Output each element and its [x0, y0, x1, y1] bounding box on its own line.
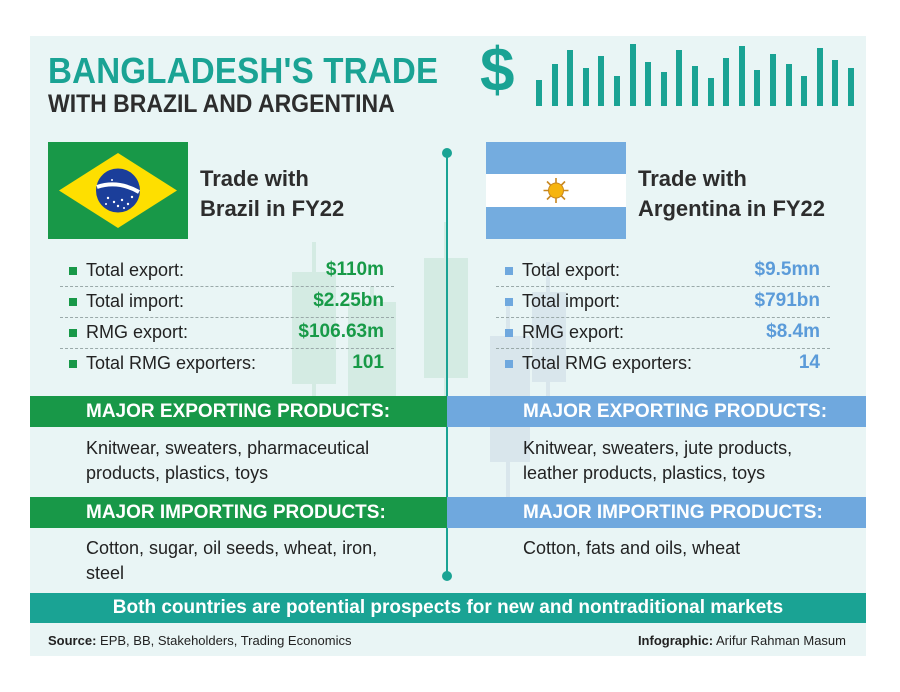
decorative-bar: [816, 48, 823, 106]
stat-value: $110m: [325, 259, 384, 280]
divider-dot-bottom: [442, 571, 452, 581]
decorative-bar: [645, 62, 652, 106]
bottom-banner: Both countries are potential prospects f…: [30, 593, 866, 623]
square-bullet-icon: [69, 298, 77, 306]
stat-row: Total RMG exporters: 14: [496, 349, 830, 379]
stat-label: RMG export:: [86, 322, 189, 342]
decorative-bar: [801, 76, 808, 106]
square-bullet-icon: [505, 329, 513, 337]
argentina-importing-heading: MAJOR IMPORTING PRODUCTS:: [523, 502, 823, 523]
stat-row: Total import: $2.25bn: [60, 287, 394, 318]
stat-row: Total RMG exporters: 101: [60, 349, 394, 379]
decorative-bar: [567, 50, 574, 106]
divider-dot-top: [442, 148, 452, 158]
credit-text: Arifur Rahman Masum: [715, 633, 846, 648]
brazil-exporting-heading: MAJOR EXPORTING PRODUCTS:: [86, 401, 391, 422]
square-bullet-icon: [505, 298, 513, 306]
stat-label: Total export:: [522, 260, 621, 280]
square-bullet-icon: [69, 267, 77, 275]
brazil-heading: Trade with Brazil in FY22: [200, 164, 344, 224]
stat-label: RMG export:: [522, 322, 625, 342]
infographic-panel: BANGLADESH'S TRADE WITH BRAZIL AND ARGEN…: [30, 36, 866, 656]
stat-value: $9.5mn: [754, 259, 820, 280]
decorative-bar: [785, 64, 792, 106]
brazil-importing-band: MAJOR IMPORTING PRODUCTS:: [30, 497, 447, 528]
brazil-importing-text: Cotton, sugar, oil seeds, wheat, iron, s…: [86, 538, 378, 583]
argentina-exporting-text: Knitwear, sweaters, jute products, leath…: [523, 438, 793, 483]
center-divider: [446, 152, 448, 578]
stat-row: RMG export: $8.4m: [496, 318, 830, 349]
decorative-bar: [832, 60, 839, 106]
stat-row: RMG export: $106.63m: [60, 318, 394, 349]
stat-value: $8.4m: [766, 321, 820, 342]
square-bullet-icon: [505, 267, 513, 275]
decorative-bar: [754, 70, 761, 106]
decorative-bar: [707, 78, 714, 106]
background-candle: [348, 302, 396, 400]
source-text: EPB, BB, Stakeholders, Trading Economics: [100, 633, 352, 648]
brazil-heading-line1: Trade with: [200, 166, 309, 191]
argentina-exporting-heading: MAJOR EXPORTING PRODUCTS:: [523, 401, 828, 422]
decorative-bar: [848, 68, 854, 106]
decorative-bar: [692, 66, 698, 106]
stat-value: $106.63m: [298, 321, 384, 342]
brazil-importing-heading: MAJOR IMPORTING PRODUCTS:: [86, 502, 386, 523]
brazil-flag-icon: [59, 153, 177, 228]
argentina-exporting-band: MAJOR EXPORTING PRODUCTS:: [447, 396, 866, 427]
decorative-bar: [598, 56, 605, 106]
stat-row: Total export: $9.5mn: [496, 256, 830, 287]
argentina-heading: Trade with Argentina in FY22: [638, 164, 825, 224]
stat-label: Total import:: [86, 291, 185, 311]
stat-label: Total RMG exporters:: [86, 353, 257, 373]
argentina-heading-line2: Argentina in FY22: [638, 196, 826, 221]
square-bullet-icon: [69, 329, 77, 337]
decorative-bar: [770, 54, 776, 106]
decorative-bar: [614, 76, 620, 106]
brazil-flag: [48, 142, 188, 239]
stat-value: 101: [352, 352, 384, 373]
argentina-flag-icon: [486, 142, 626, 239]
square-bullet-icon: [505, 360, 513, 368]
decorative-bar: [536, 80, 542, 106]
stat-label: Total export:: [86, 260, 185, 280]
argentina-heading-line1: Trade with: [638, 166, 747, 191]
source-label: Source:: [48, 633, 97, 648]
background-candle: [532, 292, 566, 382]
stat-row: Total export: $110m: [60, 256, 394, 287]
decorative-bar: [582, 68, 589, 106]
stat-row: Total import: $791bn: [496, 287, 830, 318]
infographic-credit: Infographic: Arifur Rahman Masum: [638, 633, 846, 648]
brazil-heading-line2: Brazil in FY22: [200, 196, 345, 221]
argentina-importing-band: MAJOR IMPORTING PRODUCTS:: [447, 497, 866, 528]
stat-value: $2.25bn: [313, 290, 384, 311]
square-bullet-icon: [69, 360, 77, 368]
decorative-bar: [738, 46, 745, 106]
decorative-bar: [723, 58, 730, 106]
decorative-bar: [676, 50, 683, 106]
dollar-icon: $: [480, 36, 515, 105]
page-subtitle: WITH BRAZIL AND ARGENTINA: [48, 90, 395, 118]
brazil-exporting-band: MAJOR EXPORTING PRODUCTS:: [30, 396, 447, 427]
stat-value: $791bn: [754, 290, 820, 311]
argentina-stats: Total export: $9.5mn Total import: $791b…: [496, 256, 830, 379]
argentina-flag: [486, 142, 626, 239]
stat-label: Total RMG exporters:: [522, 353, 693, 373]
page-title: BANGLADESH'S TRADE: [48, 50, 439, 91]
decorative-bar: [660, 72, 667, 106]
stat-value: 14: [798, 352, 820, 373]
decorative-bars: [536, 44, 864, 106]
brazil-stats: Total export: $110m Total import: $2.25b…: [60, 256, 394, 379]
argentina-importing-text: Cotton, fats and oils, wheat: [523, 538, 741, 558]
stat-label: Total import:: [522, 291, 621, 311]
decorative-bar: [551, 64, 558, 106]
source-credit: Source: EPB, BB, Stakeholders, Trading E…: [48, 633, 352, 648]
credit-label: Infographic:: [637, 633, 714, 648]
background-candle: [292, 272, 336, 384]
brazil-exporting-text: Knitwear, sweaters, pharmaceutical produ…: [86, 438, 370, 483]
decorative-bar: [629, 44, 636, 106]
